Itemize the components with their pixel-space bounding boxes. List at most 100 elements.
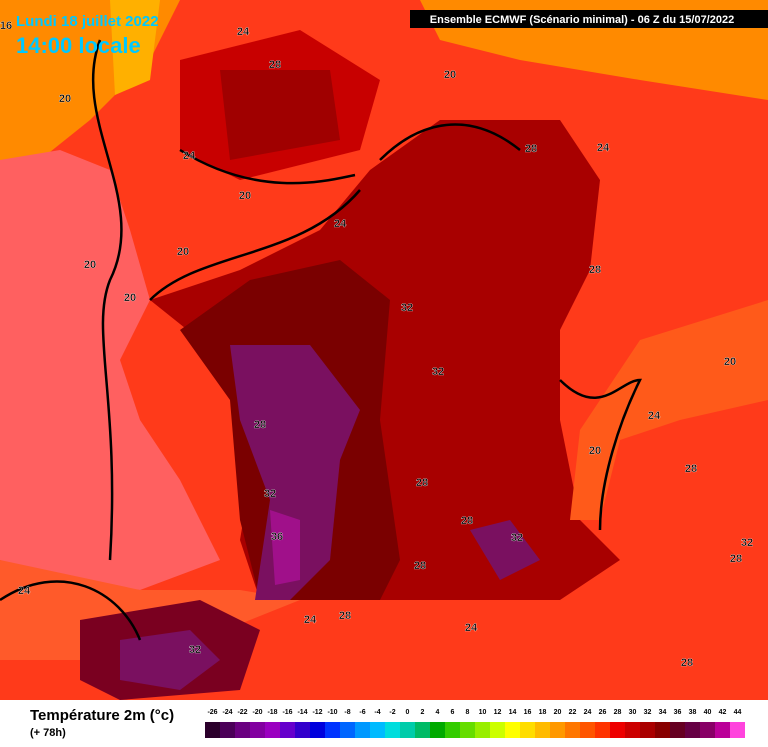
contour-line [0,123,521,641]
scale-swatch [670,722,685,738]
contour-label: 28 [269,59,281,71]
contour-label: 24 [237,26,250,38]
contour-label: 24 [18,585,31,597]
scale-label: 6 [451,709,455,716]
scale-swatch [535,722,550,738]
scale-label: 10 [479,709,487,716]
scale-label: -10 [327,709,337,716]
scale-swatch [610,722,625,738]
model-info: Ensemble ECMWF (Scénario minimal) - 06 Z… [430,14,734,26]
extreme-zone [230,345,360,600]
contour-label: 20 [177,246,189,258]
scale-label: -16 [282,709,292,716]
scale-swatch [550,722,565,738]
contour-label: 20 [59,93,71,105]
contour-label: 36 [271,531,283,543]
scale-swatch [280,722,295,738]
contour-label: 20 [124,292,136,304]
scale-label: 0 [406,709,410,716]
scale-label: -20 [252,709,262,716]
scale-label: 30 [629,709,637,716]
scale-swatch [700,722,715,738]
scale-swatch [415,722,430,738]
scale-swatch [295,722,310,738]
scale-label: 8 [466,709,470,716]
scale-label: 24 [584,709,592,716]
time-title: 14:00 locale [16,33,141,58]
scale-swatch [475,722,490,738]
contour-label: 20 [589,445,601,457]
scale-swatch [385,722,400,738]
contour-label: 28 [525,143,537,155]
scale-swatch [370,722,385,738]
extreme-zone [270,510,300,585]
scale-label: -24 [222,709,232,716]
scale-swatch [595,722,610,738]
scale-swatch [205,722,220,738]
lead-time: (+ 78h) [30,727,66,739]
alpine-zone [570,300,768,520]
scale-label: 14 [509,709,517,716]
legend-title: Température 2m (°c) [30,707,174,724]
contour-label: 20 [444,69,456,81]
contour-label: 24 [465,622,478,634]
scale-label: 18 [539,709,547,716]
scale-swatch [445,722,460,738]
scale-swatch [715,722,730,738]
scale-swatch [640,722,655,738]
scale-label: 36 [674,709,682,716]
scale-label: 44 [734,709,742,716]
contour-label: 24 [597,142,610,154]
scale-label: -6 [359,709,365,716]
extreme-zone [470,520,540,580]
scale-label: 4 [436,709,440,716]
hot-zone [220,70,340,160]
scale-swatch [685,722,700,738]
contour-label: 20 [239,190,251,202]
scale-swatch [625,722,640,738]
contour-label: 32 [401,302,413,314]
scale-swatch [730,722,745,738]
contour-line [91,39,643,561]
scale-swatch [235,722,250,738]
contour-label: 28 [589,264,601,276]
scale-label: 42 [719,709,727,716]
scale-label: -12 [312,709,322,716]
contour-label: 28 [730,553,742,565]
scale-swatch [400,722,415,738]
scale-swatch [580,722,595,738]
scale-label: -18 [267,709,277,716]
scale-label: -26 [207,709,217,716]
scale-swatch [340,722,355,738]
scale-swatch [505,722,520,738]
contour-label: 32 [741,537,753,549]
contour-label: 24 [304,614,317,626]
contour-labels: 16 24 28 20 20 28 24 24 20 24 20 20 28 20 32 20 32 24 28 20… [0,20,753,669]
scale-label: 38 [689,709,697,716]
scale-swatch [655,722,670,738]
contour-label: 20 [724,356,736,368]
contour-label: 20 [84,259,96,271]
scale-label: 28 [614,709,622,716]
sea-zone [0,150,220,590]
scale-swatch [520,722,535,738]
contour-label: 32 [264,488,276,500]
scale-label: -2 [389,709,395,716]
contour-label: 28 [254,419,266,431]
scale-swatch [355,722,370,738]
scale-swatch [490,722,505,738]
scale-label: 16 [524,709,532,716]
contour-label: 28 [685,463,697,475]
contour-label: 28 [681,657,693,669]
scale-swatch [460,722,475,738]
contour-label: 28 [339,610,351,622]
contour-label: 28 [414,560,426,572]
date-title: Lundi 18 juillet 2022 [16,13,159,30]
extreme-zone [120,630,220,690]
contour-label: 28 [461,515,473,527]
scale-label: 26 [599,709,607,716]
scale-label: -8 [344,709,350,716]
scale-label: -4 [374,709,380,716]
scale-label: -14 [297,709,307,716]
